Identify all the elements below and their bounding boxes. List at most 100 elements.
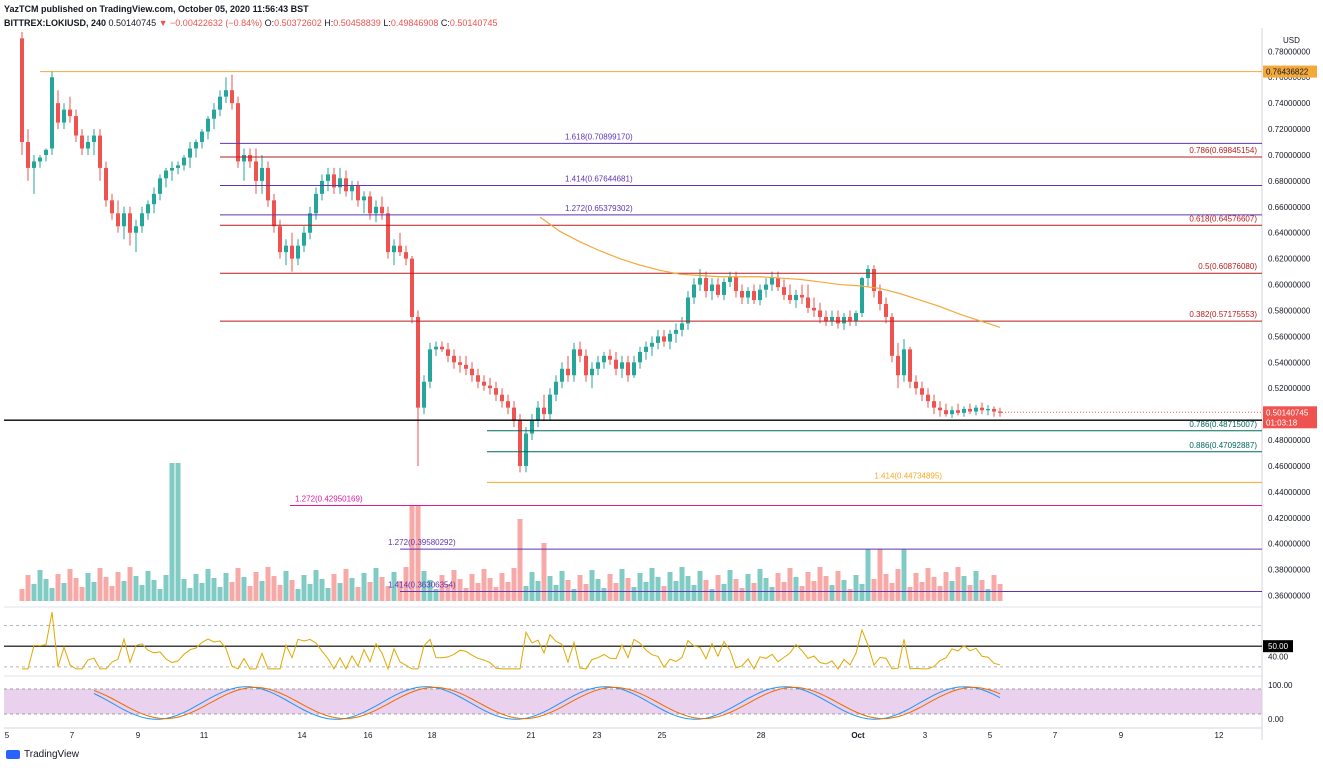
volume-bar	[913, 573, 919, 601]
volume-bar	[295, 589, 301, 601]
candle-body	[278, 226, 282, 253]
candle-body	[98, 135, 102, 168]
volume-bar	[937, 586, 943, 601]
volume-bar	[967, 585, 973, 601]
candle-body	[782, 287, 786, 295]
candle-body	[716, 284, 720, 295]
candle-body	[242, 154, 246, 162]
volume-bar	[703, 580, 709, 601]
x-tick-label: 7	[70, 731, 75, 740]
candle-body	[362, 196, 366, 201]
x-tick-label: 18	[428, 731, 437, 740]
candle-body	[986, 408, 990, 411]
y-tick-label: 0.56000000	[1268, 332, 1311, 341]
volume-bar	[865, 549, 871, 601]
volume-bar	[109, 586, 115, 601]
candle-body	[176, 165, 180, 168]
candle-body	[968, 408, 972, 412]
candle-body	[74, 116, 78, 136]
volume-bar	[907, 587, 913, 601]
volume-bar	[793, 577, 799, 601]
candle-body	[656, 336, 660, 343]
candle-body	[488, 385, 492, 389]
fib-level-label: 1.414(0.67644681)	[565, 174, 633, 183]
y-tick-label: 0.66000000	[1268, 203, 1311, 212]
x-tick-label: 23	[593, 731, 602, 740]
volume-bar	[283, 571, 289, 601]
candle-body	[776, 278, 780, 288]
candle-body	[518, 420, 522, 466]
candle-body	[614, 359, 618, 369]
candle-body	[710, 284, 714, 292]
candle-body	[524, 433, 528, 466]
candle-body	[290, 245, 294, 259]
volume-bar	[307, 584, 313, 601]
fib-level-label: 1.414(0.44734895)	[874, 471, 942, 480]
volume-bar	[157, 589, 163, 601]
candle-body	[476, 375, 480, 382]
rsi-midline-tag	[1263, 640, 1293, 653]
candle-body	[944, 410, 948, 415]
y-tick-label: 0.42000000	[1268, 514, 1311, 523]
volume-bar	[577, 575, 583, 601]
volume-bar	[19, 589, 25, 601]
y-tick-label: 0.52000000	[1268, 384, 1311, 393]
volume-bar	[421, 571, 427, 601]
candle-body	[974, 407, 978, 412]
candle-body	[566, 368, 570, 376]
candle-body	[218, 96, 222, 110]
fib-level-label: 0.786(0.69845154)	[1189, 146, 1257, 155]
stoch-tick-label: 100.00	[1268, 681, 1293, 690]
candle-body	[818, 310, 822, 317]
candle-body	[434, 346, 438, 350]
volume-bar	[301, 575, 307, 601]
candle-body	[116, 213, 120, 227]
candle-body	[632, 362, 636, 376]
volume-bar	[205, 569, 211, 601]
candle-body	[794, 294, 798, 301]
volume-bar	[379, 577, 385, 601]
volume-bar	[601, 588, 607, 601]
y-tick-label: 0.36000000	[1268, 592, 1311, 601]
volume-bar	[151, 580, 157, 601]
volume-bar	[637, 573, 643, 601]
candle-body	[602, 355, 606, 363]
volume-bar	[451, 570, 457, 601]
down-arrow-icon: ▼	[158, 18, 168, 28]
volume-bar	[787, 568, 793, 601]
volume-bar	[829, 585, 835, 601]
candle-body	[812, 307, 816, 311]
volume-bar	[403, 567, 409, 601]
candle-body	[182, 157, 186, 166]
y-tick-label: 0.62000000	[1268, 255, 1311, 264]
candle-body	[470, 368, 474, 376]
candle-body	[854, 313, 858, 321]
candle-body	[86, 142, 90, 149]
volume-bar	[709, 589, 715, 601]
low-label: L:	[383, 18, 391, 28]
tradingview-brand: TradingView	[24, 749, 80, 760]
volume-bar	[565, 580, 571, 601]
volume-bar	[115, 572, 121, 601]
candle-body	[686, 297, 690, 324]
y-tick-label: 0.46000000	[1268, 462, 1311, 471]
candle-body	[512, 407, 516, 421]
volume-bar	[859, 584, 865, 601]
candle-body	[872, 269, 876, 292]
volume-bar	[775, 573, 781, 601]
volume-bar	[349, 578, 355, 601]
volume-bar	[103, 577, 109, 601]
y-tick-label: 0.58000000	[1268, 306, 1311, 315]
volume-bar	[805, 572, 811, 601]
candle-body	[20, 38, 24, 143]
volume-bar	[499, 573, 505, 601]
volume-bar	[619, 569, 625, 601]
volume-bar	[583, 584, 589, 601]
candle-body	[332, 174, 336, 188]
close-value: 0.50140745	[449, 18, 498, 28]
tradingview-logo[interactable]: TradingView	[6, 749, 79, 760]
volume-bar	[877, 549, 883, 601]
publish-line: YazTCM published on TradingView.com, Oct…	[4, 4, 309, 14]
volume-bar	[949, 581, 955, 601]
